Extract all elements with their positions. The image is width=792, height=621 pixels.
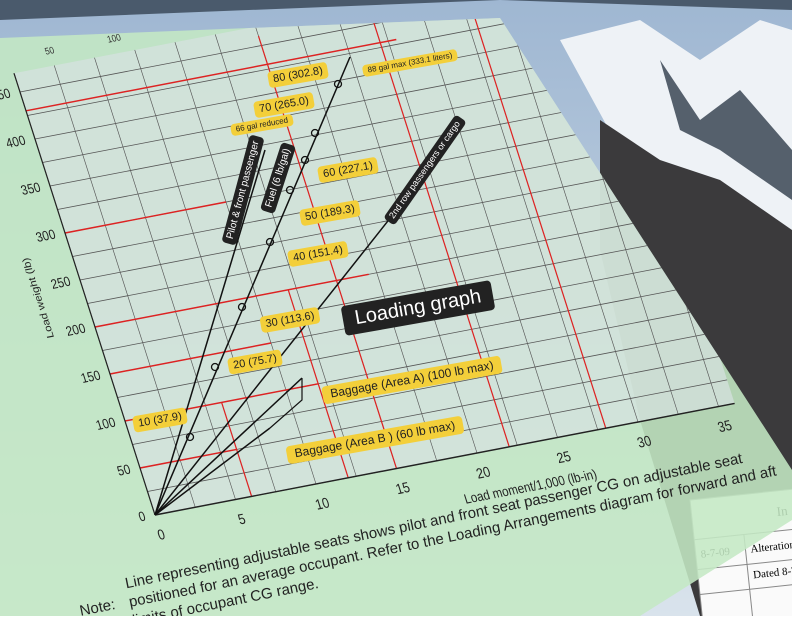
table-cell: Dated 8-7-09	[753, 563, 792, 581]
red-line	[64, 201, 227, 234]
x-tick-label: 25	[555, 448, 573, 466]
baggage-bound	[269, 378, 303, 429]
red-line	[220, 402, 253, 497]
mountain	[0, 0, 792, 20]
grid-line	[53, 65, 196, 508]
table-line	[697, 554, 792, 571]
fuel-dot	[237, 302, 247, 312]
fuel-dot	[300, 155, 310, 165]
table-cell: Alteration p	[750, 538, 792, 556]
grid-line	[94, 57, 236, 500]
grid-line	[79, 168, 660, 281]
label-box	[222, 135, 264, 245]
label-box	[362, 49, 458, 77]
label-tag: 50 (189.3)	[299, 200, 361, 226]
label-box	[299, 200, 361, 226]
grid-line	[134, 49, 277, 492]
x-tick-label: 30	[635, 433, 654, 451]
fuel-dot	[185, 432, 195, 442]
grid-line	[87, 191, 668, 304]
label-box	[317, 157, 379, 183]
label-box	[341, 280, 495, 336]
top-tick-label: 100	[106, 32, 123, 45]
grid-line	[34, 27, 615, 140]
label-box	[230, 114, 294, 136]
y-tick-label: 50	[115, 462, 132, 479]
fuel-dot	[285, 185, 295, 195]
y-tick-label: 300	[34, 227, 57, 245]
label-tag: 70 (265.0)	[253, 92, 315, 118]
fuel-dot	[210, 362, 220, 372]
label-box	[253, 92, 315, 118]
rock	[660, 60, 792, 200]
x-tick-label: 5	[236, 511, 248, 528]
x-tick-label: 15	[394, 479, 412, 497]
grid-line	[102, 238, 683, 351]
load-line	[154, 149, 266, 516]
label-box	[287, 241, 349, 267]
label-box	[384, 115, 466, 225]
y-tick-label: 100	[94, 415, 117, 433]
grid-line	[49, 74, 630, 187]
label-tag: 30 (113.6)	[259, 307, 321, 333]
label-tag: 40 (151.4)	[287, 241, 349, 267]
load-line	[154, 427, 271, 516]
note-label: Note:	[78, 596, 117, 616]
grid-line	[42, 50, 623, 163]
axis	[154, 402, 735, 516]
y-tick-label: 0	[137, 509, 148, 525]
grid-line	[416, 18, 558, 438]
red-line	[94, 273, 369, 328]
label-box	[321, 356, 503, 404]
grid-line	[174, 42, 317, 485]
label-box	[260, 142, 296, 214]
x-tick-label: 10	[313, 495, 332, 513]
load-line	[154, 377, 303, 516]
grid-line	[19, 18, 600, 93]
label-tag: 20 (75.7)	[227, 349, 283, 375]
note: Note: Line representing adjustable seats…	[78, 450, 778, 621]
label-box	[267, 62, 329, 88]
grid-line	[456, 18, 599, 430]
red-line	[139, 448, 237, 469]
label-tag: 10 (37.9)	[132, 407, 188, 433]
fuel-dot	[333, 79, 343, 89]
red-line	[464, 18, 607, 429]
label-box	[132, 407, 188, 433]
grid-line	[117, 285, 698, 398]
label-box	[259, 307, 321, 333]
top-tick-label: 50	[43, 45, 55, 57]
x-tick-label: 20	[474, 464, 493, 482]
y-tick-label: 150	[79, 368, 102, 386]
y-tick-label: 350	[19, 180, 42, 198]
fuel-dot	[265, 237, 275, 247]
grid-line	[496, 18, 639, 423]
table-line	[699, 579, 792, 595]
label-tag: 60 (227.1)	[317, 157, 379, 183]
x-tick-label: 35	[716, 417, 734, 435]
grid-line	[57, 97, 638, 210]
axis	[13, 73, 156, 516]
grid-line	[72, 144, 653, 257]
y-tick-label: 250	[49, 274, 72, 292]
red-line	[25, 38, 397, 112]
red-line	[109, 342, 272, 375]
overlay: 10 (37.9) 20 (75.7) 30 (113.6) 40 (151.4) 50…	[132, 49, 503, 516]
label-box	[286, 416, 464, 464]
fuel-dot	[310, 128, 320, 138]
label-box	[227, 349, 283, 375]
label-tag: 80 (302.8)	[267, 62, 329, 88]
y-tick-label: 400	[4, 133, 27, 151]
y-tick-label: 200	[64, 321, 87, 339]
